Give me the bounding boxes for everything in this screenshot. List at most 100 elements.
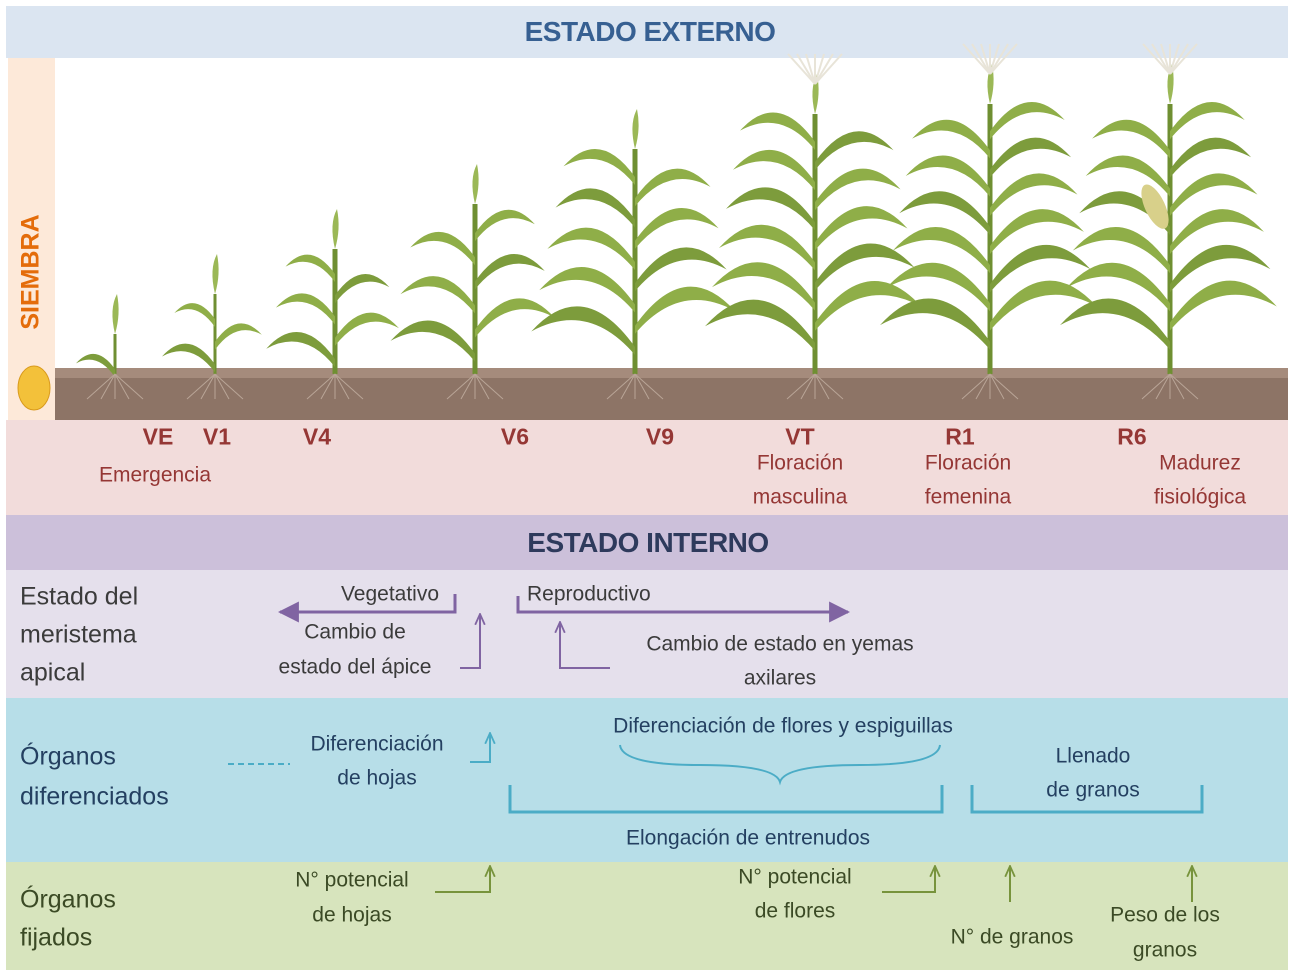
leaf [635,247,727,292]
root [474,373,490,400]
grain-weight: Peso de los [1110,903,1220,927]
leaf [531,306,635,355]
root [634,373,664,400]
leaf [555,188,635,228]
root [320,373,336,400]
leaf-top [332,209,339,249]
leaf [1072,227,1170,274]
leaf [815,280,922,331]
leaf [815,243,915,291]
stage-code: V6 [500,423,530,450]
leaf [1170,101,1245,140]
root [214,373,230,400]
sowing-strip [8,58,55,420]
leaf [1170,137,1252,178]
leaf [76,353,115,378]
row-label: fijados [20,923,93,952]
apex-change: Cambio de [304,620,406,644]
stage-code: R1 [945,423,975,450]
leaf [990,280,1097,331]
root [200,373,216,400]
tassel [1169,43,1198,75]
leaf [475,298,555,338]
leaf [1066,262,1170,312]
root [634,373,650,400]
leaf [547,227,635,270]
plants-area [6,58,1288,420]
leaf-potential-arrow [435,866,490,893]
leaf [1170,244,1271,293]
stage-code: VT [785,423,815,450]
root [1169,373,1199,400]
tassel [989,43,1009,75]
root [975,373,991,400]
root [86,373,116,400]
row-label: apical [20,658,86,687]
seed [17,365,51,411]
tassel [980,43,991,75]
grain-filling: de granos [1046,778,1140,802]
soil-top [55,368,1288,378]
connectors [228,594,1204,902]
meristem-band [6,570,1288,698]
internal-band [6,515,1288,570]
stages-band [6,420,1288,515]
root [1141,373,1171,400]
leaf [990,244,1091,293]
stage-description: Floración [756,451,844,475]
root [214,373,244,400]
differentiated-band [6,698,1288,862]
axillary-change: axilares [743,666,817,690]
leaf [815,131,894,170]
stage-code: R6 [1117,423,1147,450]
plants [76,43,1277,400]
axillary-change: Cambio de estado en yemas [646,632,914,656]
leaf [1092,119,1170,159]
root [620,373,636,400]
leaf [410,231,475,266]
root [814,373,844,400]
row-label: meristema [20,620,137,649]
tassel [1169,43,1180,75]
leaf [705,299,815,351]
leaf [990,209,1084,254]
leaf [733,149,815,191]
leaf [635,168,711,207]
tassel [814,53,834,85]
root [334,373,350,400]
tassel [814,53,843,85]
leaf-top [212,254,219,294]
row-label: Estado del [20,582,139,611]
leaf [400,276,475,314]
leaf [905,155,990,197]
leaf-top [112,294,119,334]
tassel [1142,43,1171,75]
leaf [285,254,335,282]
root [606,373,636,400]
leaf [886,262,990,312]
leaf [266,332,335,367]
elongation-bracket [508,785,944,814]
stage-code: VE [142,423,174,450]
leaf [215,323,262,350]
leaf [899,191,990,235]
tassel [1160,43,1171,75]
leaf [335,273,390,304]
root [1155,373,1171,400]
root [114,373,130,400]
grain-number: N° de granos [950,925,1074,949]
tassel [989,43,1000,75]
row-label: Órganos [20,742,116,771]
root [989,373,1005,400]
row-label: diferenciados [20,782,169,811]
leaf [1170,209,1264,254]
curly-brace [619,744,941,786]
tassel [962,43,991,75]
root [186,373,216,400]
leaf-diff-arrow [470,733,490,763]
vegetative-arrow [277,594,457,623]
grain-weight: granos [1132,938,1198,962]
vegetative-label: Vegetativo [340,582,440,606]
root [446,373,476,400]
root [460,373,476,400]
